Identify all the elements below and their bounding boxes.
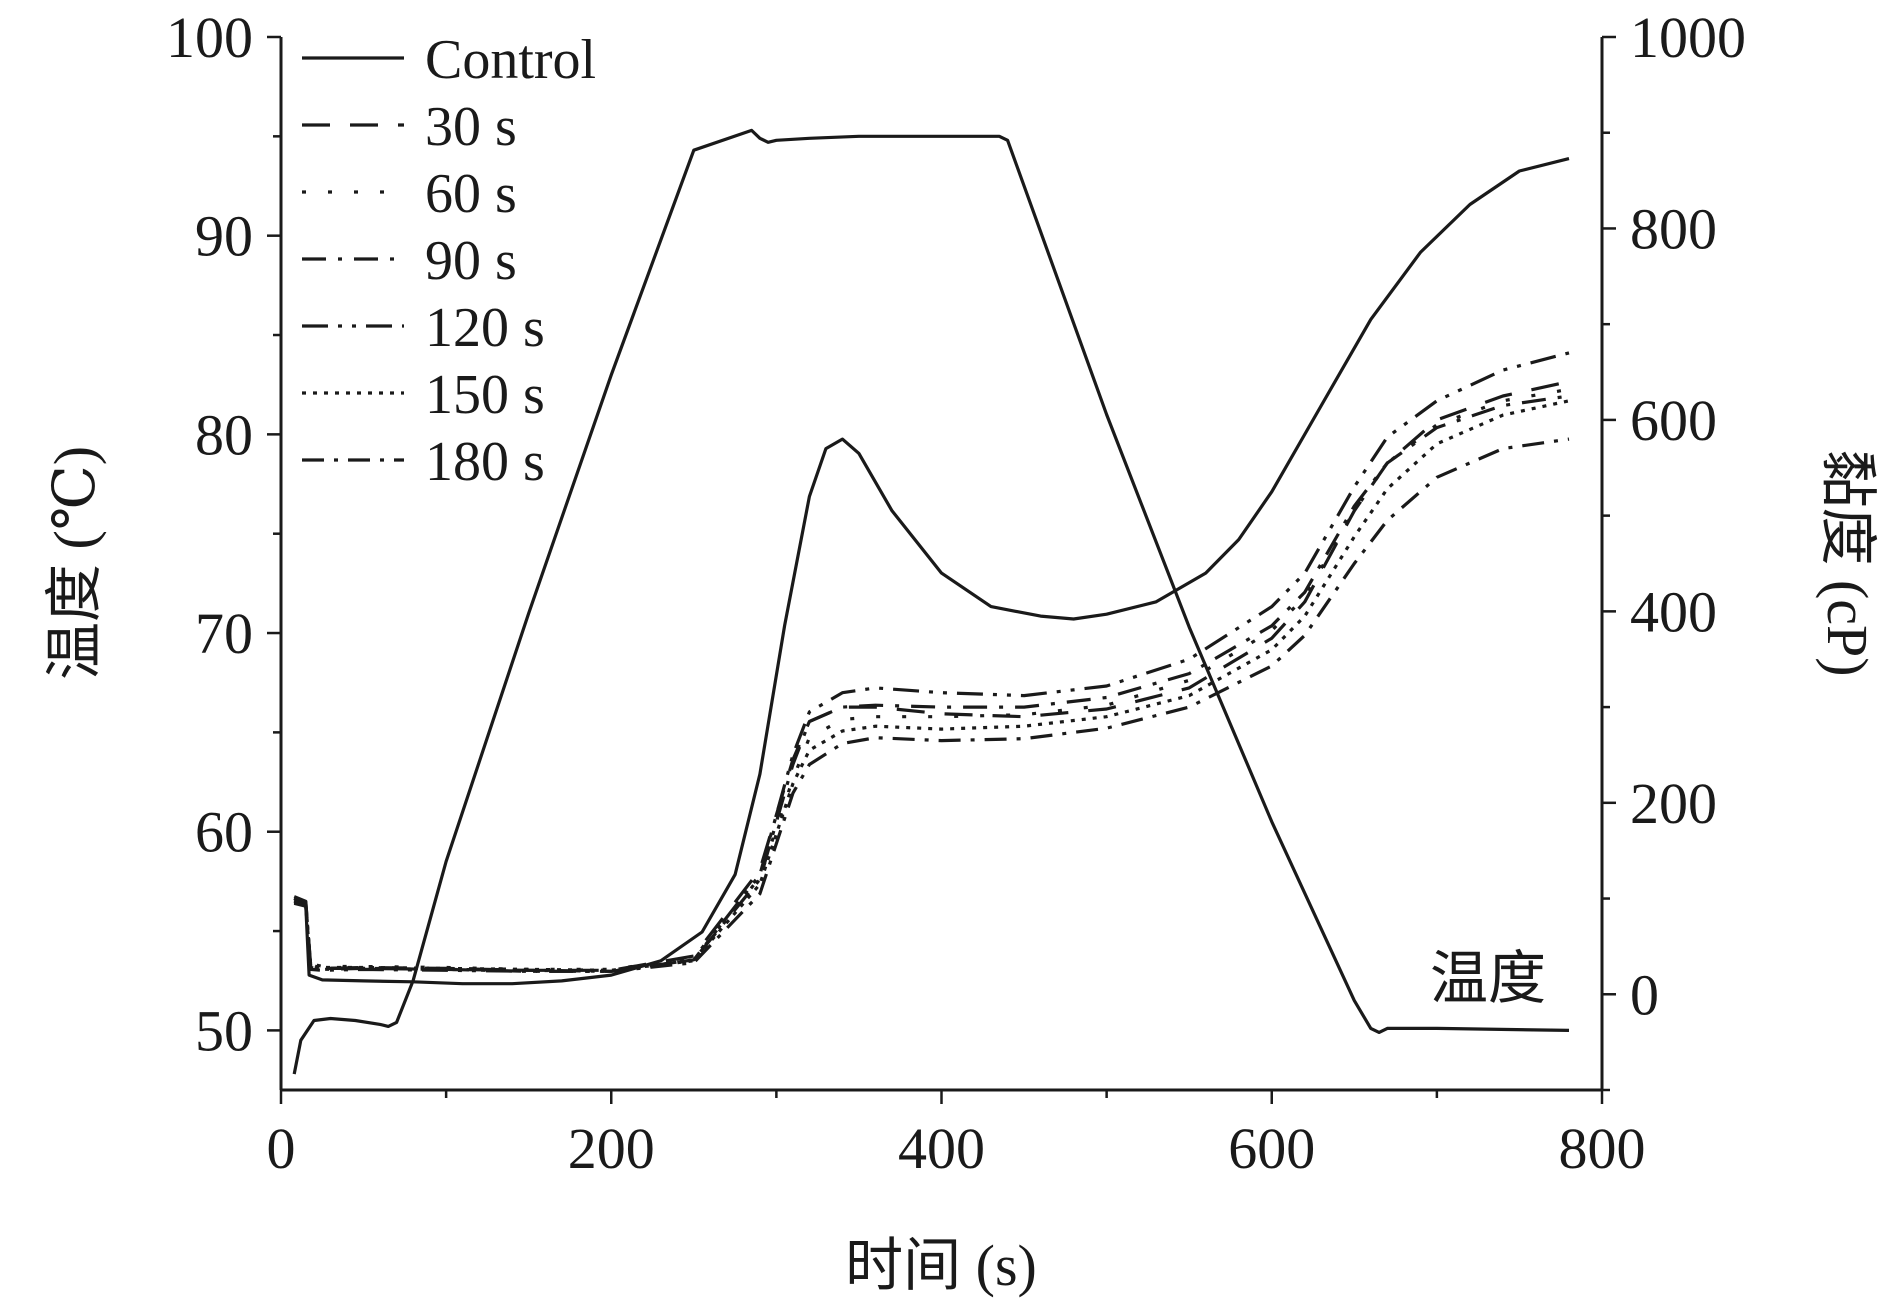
y-right-tick-label: 400 (1630, 579, 1717, 644)
y-left-axis-title: 温度 (℃) (42, 446, 107, 680)
y-left-tick-label: 50 (195, 998, 253, 1063)
tick-labels: 0 200 400 600 800506070809010002004006008001… (166, 5, 1746, 1181)
x-tick-label: 400 (898, 1116, 985, 1181)
legend-label-2: 60 s (425, 163, 517, 225)
temperature-line (292, 128, 1570, 1075)
legend-label-4: 120 s (425, 297, 545, 359)
y-left-tick-label: 90 (195, 204, 253, 269)
y-right-tick-label: 600 (1630, 388, 1717, 453)
y-right-tick-label: 800 (1630, 196, 1717, 261)
y-left-tick-label: 100 (166, 5, 253, 70)
legend-label-0: Control (425, 29, 596, 91)
y-left-tick-label: 80 (195, 402, 253, 467)
temperature-annotation: 温度 (1430, 946, 1546, 1011)
x-tick-label: 600 (1228, 1116, 1315, 1181)
x-axis-title: 时间 (s) (845, 1233, 1037, 1298)
axis-ticks (267, 35, 1616, 1104)
y-left-tick-label: 70 (195, 601, 253, 666)
x-tick-label: 800 (1559, 1116, 1646, 1181)
series-line-5 (293, 399, 1570, 972)
legend-label-1: 30 s (425, 96, 517, 158)
series-line-6 (293, 437, 1570, 973)
series-line-0 (293, 157, 1570, 986)
y-right-tick-label: 200 (1630, 771, 1717, 836)
y-left-tick-label: 60 (195, 800, 253, 865)
legend-label-5: 150 s (425, 364, 545, 426)
legend-label-3: 90 s (425, 230, 517, 292)
series-line-1 (293, 380, 1570, 972)
x-tick-label: 0 (267, 1116, 296, 1181)
y-right-axis-title: 黏度 (cP) (1815, 449, 1880, 676)
legend-label-6: 180 s (425, 431, 545, 493)
series-lines (292, 128, 1570, 1075)
y-right-tick-label: 1000 (1630, 5, 1746, 70)
y-right-tick-label: 0 (1630, 962, 1659, 1027)
x-tick-label: 200 (568, 1116, 655, 1181)
